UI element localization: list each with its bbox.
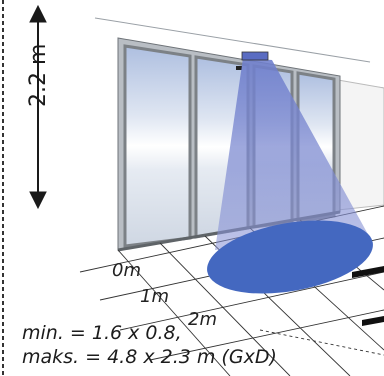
distance-label-1m: 1m <box>140 286 169 307</box>
door-panel-1 <box>123 44 192 248</box>
door-handle <box>236 66 242 70</box>
sensor-device <box>241 51 269 61</box>
detection-area <box>207 220 373 294</box>
sensor-beam <box>215 58 370 250</box>
mounting-height-label: 2.2 m <box>26 43 51 107</box>
distance-label-0m: 0m <box>112 260 141 281</box>
range-min-text: min. = 1.6 x 0.8, <box>22 322 182 344</box>
room-walls <box>94 17 384 211</box>
height-arrow <box>29 4 47 210</box>
floor-markers <box>352 266 384 326</box>
range-max-text: maks. = 4.8 x 2.3 m (GxD) <box>22 346 277 368</box>
distance-label-2m: 2m <box>188 309 217 330</box>
